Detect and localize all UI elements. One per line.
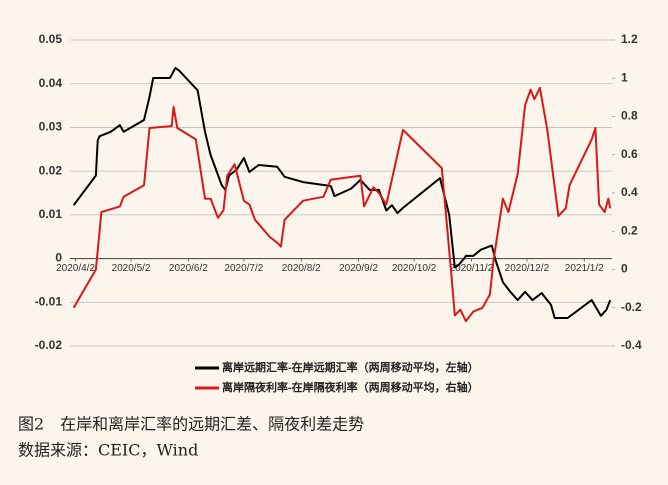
series-line	[72, 86, 612, 323]
y-tick-label: 0.02	[39, 163, 63, 177]
x-tick-label: 2021/1/2	[565, 263, 604, 274]
y2-tick-label: -0.4	[621, 338, 642, 352]
y2-tick-label: 0.8	[621, 109, 638, 123]
y-tick-label: 0.01	[39, 207, 63, 221]
y-tick-label: 0.03	[39, 120, 63, 134]
x-tick-label: 2020/9/2	[339, 263, 378, 274]
x-tick-label: 2020/6/2	[169, 263, 208, 274]
y2-tick-label: 0.2	[621, 223, 638, 237]
y2-tick-label: 1.2	[621, 32, 638, 46]
y2-tick-label: 0.6	[621, 147, 638, 161]
y-tick-label: -0.02	[35, 338, 63, 352]
y-tick-label: 0	[55, 251, 62, 265]
y2-tick-label: 0	[621, 262, 628, 276]
x-tick-label: 2020/8/2	[282, 263, 321, 274]
x-tick-label: 2020/5/2	[112, 263, 151, 274]
x-tick-label: 2020/7/2	[224, 263, 263, 274]
y-tick-label: 0.04	[39, 76, 63, 90]
y-tick-label: -0.01	[35, 294, 63, 308]
legend-label: 离岸远期汇率-在岸远期汇率（两周移动平均，左轴）	[222, 360, 479, 374]
figure-caption: 图2 在岸和离岸汇率的远期汇差、隔夜利差走势	[18, 415, 364, 434]
y2-tick-label: 1	[621, 70, 628, 84]
x-tick-label: 2020/11/2	[450, 263, 494, 274]
y2-tick-label: 0.4	[621, 185, 638, 199]
legend-label: 离岸隔夜利率-在岸隔夜利率（两周移动平均，右轴）	[222, 380, 479, 394]
source-note: 数据来源：CEIC，Wind	[18, 441, 198, 460]
y-tick-label: 0.05	[39, 32, 63, 46]
x-tick-label: 2020/10/2	[392, 263, 437, 274]
x-tick-label: 2020/4/2	[56, 263, 95, 274]
x-tick-label: 2020/12/2	[505, 263, 550, 274]
y2-tick-label: -0.2	[621, 300, 642, 314]
